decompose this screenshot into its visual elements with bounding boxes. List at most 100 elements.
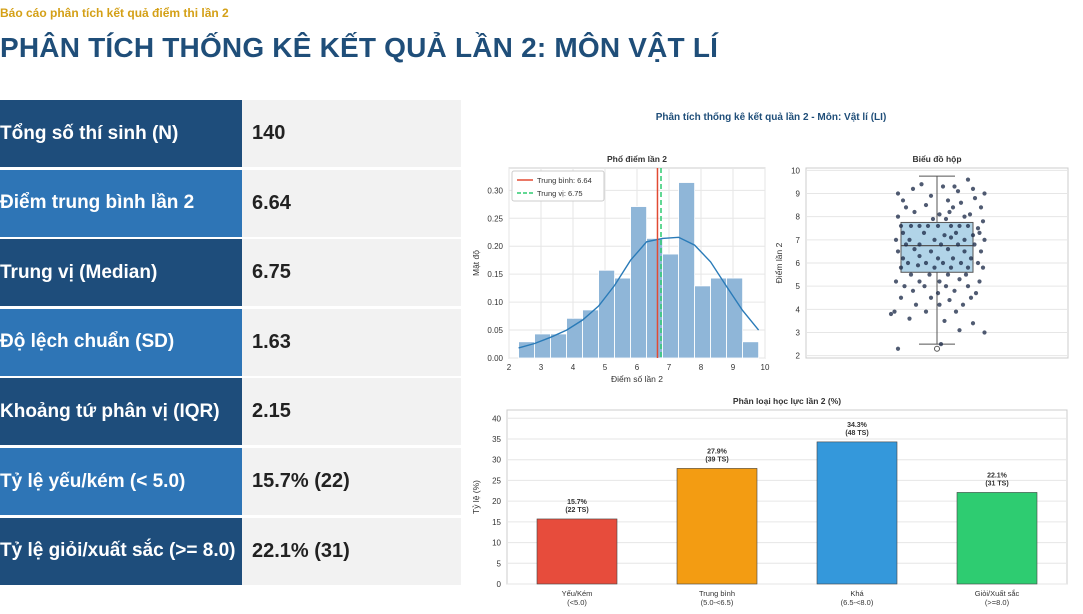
- box-data-point: [903, 205, 909, 210]
- grade-y-tick-label: 15: [492, 518, 501, 527]
- hist-y-tick-label: 0.05: [487, 326, 503, 335]
- box-data-point: [950, 256, 956, 261]
- hist-bar: [630, 206, 648, 359]
- box-title: Biểu đồ hộp: [912, 154, 961, 164]
- hist-y-tick-label: 0.20: [487, 242, 503, 251]
- stat-value: 15.7% (22): [242, 447, 461, 515]
- stat-value: 1.63: [242, 308, 461, 376]
- box-data-point: [968, 256, 974, 261]
- grade-y-tick-label: 25: [492, 476, 501, 485]
- box-data-point: [952, 288, 957, 293]
- hist-bar: [614, 277, 632, 359]
- stat-label: Tỷ lệ giỏi/xuất sắc (>= 8.0): [0, 517, 242, 585]
- box-data-point: [928, 249, 934, 254]
- hist-y-tick-label: 0.10: [487, 298, 503, 307]
- grade-category-range-label: (6.5-<8.0): [841, 598, 874, 607]
- grade-category-label: Yếu/Kém: [562, 589, 593, 598]
- hist-x-tick-label: 5: [603, 363, 608, 372]
- grade-category-range-label: (5.0-<6.5): [701, 598, 734, 607]
- box-data-point: [977, 230, 982, 235]
- hist-x-tick-label: 7: [667, 363, 672, 372]
- stat-row-excellent-rate: Tỷ lệ giỏi/xuất sắc (>= 8.0) 22.1% (31): [0, 517, 461, 585]
- box-data-point: [950, 205, 956, 210]
- hist-bar: [646, 238, 664, 359]
- box-data-point: [973, 291, 979, 296]
- box-data-point: [947, 209, 952, 215]
- stat-value: 22.1% (31): [242, 517, 461, 585]
- box-data-point: [932, 237, 937, 242]
- box-data-point: [935, 256, 941, 261]
- box-data-point: [972, 196, 978, 201]
- figure-title: Phân tích thống kê kết quả lần 2 - Môn: …: [656, 111, 887, 123]
- stat-label: Độ lệch chuẩn (SD): [0, 308, 242, 376]
- box-data-point: [967, 212, 973, 217]
- box-data-point: [908, 223, 914, 229]
- box-data-point: [895, 346, 901, 351]
- box-data-point: [898, 265, 904, 270]
- stat-label: Tổng số thí sinh (N): [0, 100, 242, 167]
- box-y-tick-label: 3: [796, 329, 801, 338]
- box-data-point: [928, 295, 934, 300]
- box-data-point: [917, 223, 922, 229]
- hist-bar: [694, 285, 712, 359]
- hist-bar: [742, 341, 760, 359]
- box-data-point: [965, 284, 971, 289]
- box-data-point: [923, 202, 929, 208]
- hist-title: Phổ điểm lần 2: [607, 154, 667, 164]
- hist-y-tick-label: 0.25: [487, 214, 503, 223]
- box-data-point: [910, 186, 916, 191]
- box-y-tick-label: 10: [791, 166, 800, 175]
- box-data-point: [940, 184, 946, 189]
- hist-bar: [678, 182, 696, 359]
- box-data-point: [957, 277, 962, 282]
- hist-x-axis-label: Điểm số lần 2: [611, 374, 663, 384]
- grade-y-tick-label: 35: [492, 435, 501, 444]
- stat-label: Khoảng tứ phân vị (IQR): [0, 378, 242, 446]
- box-data-point: [962, 214, 967, 219]
- stat-row-total: Tổng số thí sinh (N) 140: [0, 100, 461, 167]
- grade-bar-value-label: 27.9%: [707, 448, 728, 455]
- box-data-point: [965, 177, 971, 182]
- hist-x-tick-label: 2: [507, 363, 512, 372]
- box-data-point: [977, 279, 982, 284]
- grade-bar-count-label: (31 TS): [985, 480, 1008, 487]
- box-data-point: [923, 309, 929, 314]
- box-y-tick-label: 9: [796, 189, 801, 198]
- stat-label: Trung vị (Median): [0, 239, 242, 307]
- box-data-point: [960, 302, 966, 307]
- box-data-point: [937, 302, 942, 307]
- box-data-point: [917, 242, 922, 247]
- box-data-point: [957, 223, 962, 229]
- grade-y-tick-label: 30: [492, 456, 501, 465]
- box-data-point: [948, 223, 954, 229]
- box-data-point: [913, 302, 919, 307]
- hist-y-tick-label: 0.30: [487, 186, 503, 195]
- box-data-point: [975, 260, 981, 266]
- box-data-point: [937, 212, 942, 217]
- grade-y-tick-label: 20: [492, 497, 501, 506]
- grade-bar: [536, 518, 618, 585]
- stat-value: 2.15: [242, 378, 461, 446]
- box-data-point: [965, 265, 971, 270]
- box-data-point: [938, 341, 944, 347]
- box-data-point: [903, 242, 909, 247]
- box-data-point: [912, 246, 917, 252]
- box-data-point: [921, 230, 927, 235]
- grade-bar-count-label: (22 TS): [565, 507, 588, 514]
- box-data-point: [943, 216, 949, 222]
- grade-bar-count-label: (39 TS): [705, 456, 728, 463]
- grade-y-axis-label: Tỷ lệ (%): [471, 480, 481, 514]
- box-data-point: [945, 246, 951, 252]
- stat-value: 6.64: [242, 169, 461, 237]
- box-y-tick-label: 2: [796, 352, 801, 361]
- box-data-point: [932, 265, 937, 270]
- box-data-point: [907, 237, 912, 242]
- box-data-point: [935, 223, 941, 229]
- box-data-point: [937, 279, 942, 284]
- box-data-point: [962, 249, 967, 254]
- box-data-point: [953, 309, 959, 314]
- box-data-point: [938, 242, 944, 247]
- stat-row-weak-rate: Tỷ lệ yếu/kém (< 5.0) 15.7% (22): [0, 447, 461, 515]
- hist-legend-median-label: Trung vị: 6.75: [537, 189, 583, 198]
- box-data-point: [917, 279, 922, 284]
